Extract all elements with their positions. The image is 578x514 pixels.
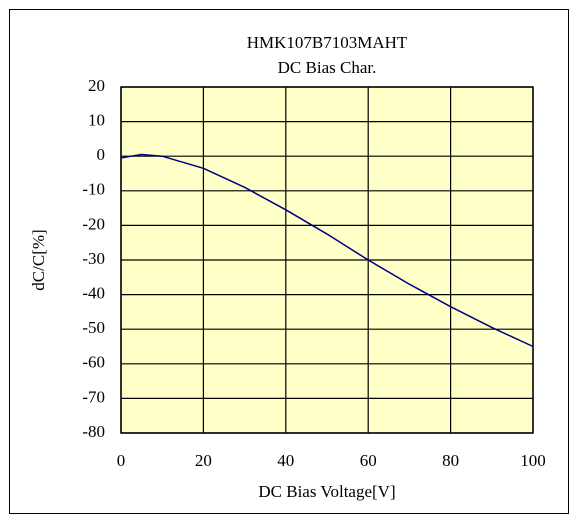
x-tick-label: 40 (277, 451, 294, 470)
y-tick-label: 10 (88, 111, 105, 130)
x-tick-label: 100 (520, 451, 546, 470)
y-tick-label: -30 (82, 249, 105, 268)
y-tick-label: 0 (97, 145, 106, 164)
chart-subtitle: DC Bias Char. (278, 58, 377, 77)
x-tick-label: 0 (117, 451, 126, 470)
y-tick-label: -10 (82, 180, 105, 199)
y-tick-label: 20 (88, 76, 105, 95)
y-axis-label: dC/C[%] (29, 229, 48, 290)
y-tick-label: -40 (82, 284, 105, 303)
x-tick-label: 20 (195, 451, 212, 470)
y-tick-label: -60 (82, 353, 105, 372)
x-tick-label: 60 (360, 451, 377, 470)
chart-title: HMK107B7103MAHT (247, 33, 408, 52)
x-tick-label: 80 (442, 451, 459, 470)
x-axis-label: DC Bias Voltage[V] (258, 482, 395, 501)
y-tick-label: -70 (82, 387, 105, 406)
y-tick-label: -50 (82, 318, 105, 337)
y-tick-label: -20 (82, 214, 105, 233)
y-tick-label: -80 (82, 422, 105, 441)
data-line (120, 153, 534, 348)
